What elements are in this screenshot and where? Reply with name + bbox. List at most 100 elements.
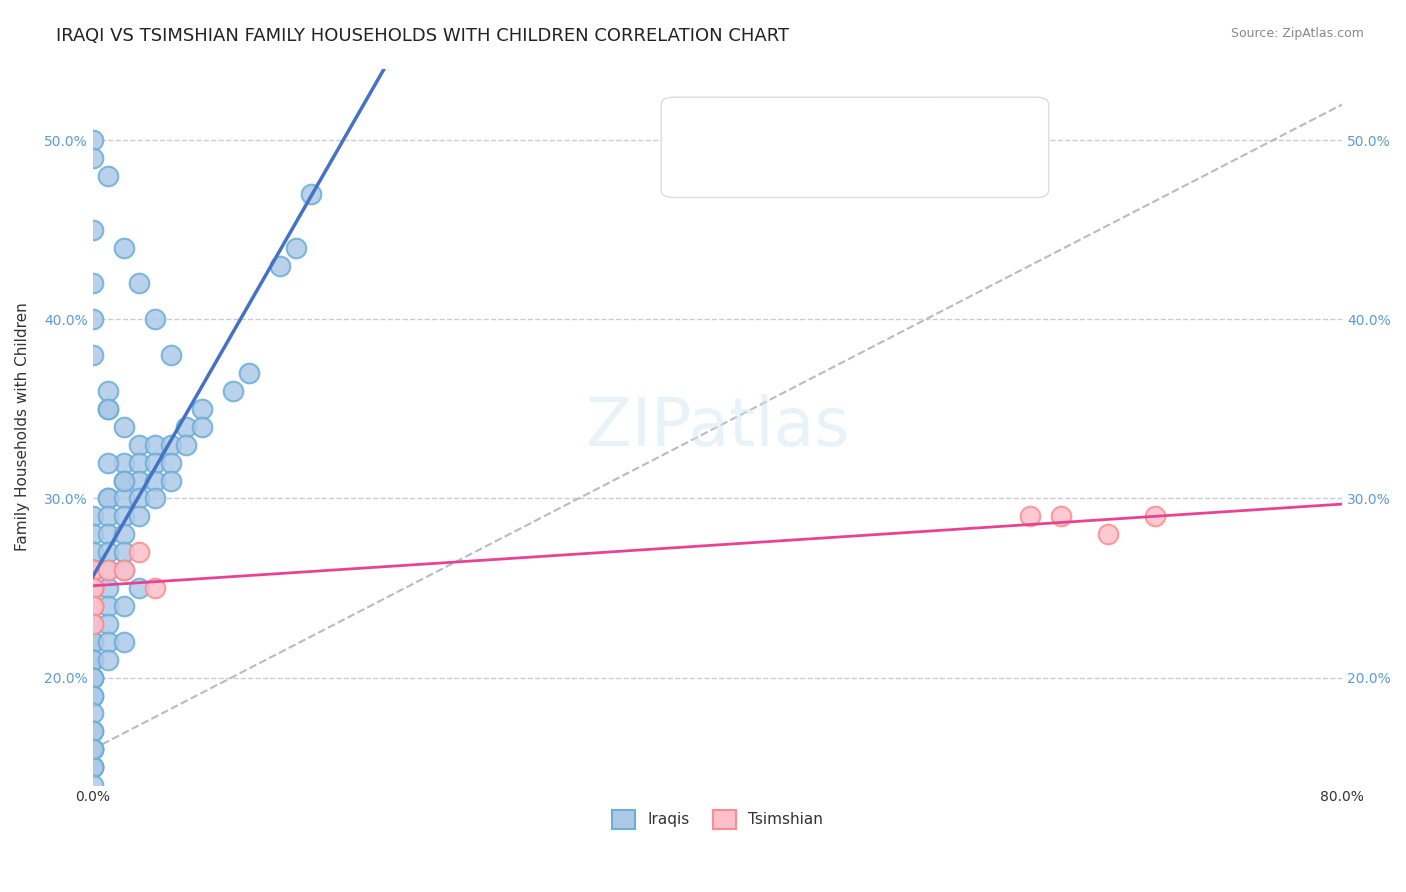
FancyBboxPatch shape (661, 97, 1049, 197)
Point (82, 742, 104, 756)
Point (82, 616, 104, 631)
Point (82, 634, 104, 648)
Point (112, 491, 135, 506)
Point (97, 509, 120, 524)
Point (82, 348, 104, 362)
Point (82, 616, 104, 631)
Point (112, 419, 135, 434)
Point (82, 616, 104, 631)
Point (1019, 509, 1042, 524)
Point (82, 599, 104, 613)
Point (82, 581, 104, 595)
Point (112, 509, 135, 524)
Point (82, 653, 104, 667)
Point (82, 616, 104, 631)
Point (82, 634, 104, 648)
Point (143, 581, 166, 595)
Text: Source: ZipAtlas.com: Source: ZipAtlas.com (1230, 27, 1364, 40)
Point (82, 133, 104, 147)
Point (143, 438, 166, 452)
Point (97, 653, 120, 667)
Point (97, 456, 120, 470)
Point (112, 474, 135, 488)
Point (97, 616, 120, 631)
Point (82, 581, 104, 595)
Point (82, 634, 104, 648)
Point (82, 671, 104, 685)
Point (191, 401, 214, 416)
Point (82, 616, 104, 631)
Point (82, 563, 104, 577)
Point (112, 456, 135, 470)
Point (82, 151, 104, 165)
Point (82, 760, 104, 774)
Point (174, 438, 197, 452)
Text: IRAQI VS TSIMSHIAN FAMILY HOUSEHOLDS WITH CHILDREN CORRELATION CHART: IRAQI VS TSIMSHIAN FAMILY HOUSEHOLDS WIT… (56, 27, 789, 45)
Point (128, 509, 150, 524)
Point (112, 599, 135, 613)
Point (128, 491, 150, 506)
Point (97, 563, 120, 577)
Point (82, 653, 104, 667)
Point (128, 438, 150, 452)
Point (159, 348, 181, 362)
Point (82, 599, 104, 613)
Point (82, 760, 104, 774)
Point (97, 581, 120, 595)
Point (82, 653, 104, 667)
Point (143, 456, 166, 470)
Point (82, 671, 104, 685)
Point (222, 384, 245, 398)
Point (82, 599, 104, 613)
Point (284, 241, 307, 255)
Point (128, 277, 150, 291)
Point (97, 384, 120, 398)
Point (82, 581, 104, 595)
Point (112, 241, 135, 255)
Point (82, 277, 104, 291)
Point (82, 563, 104, 577)
Point (143, 474, 166, 488)
Point (143, 491, 166, 506)
Point (82, 563, 104, 577)
Point (82, 671, 104, 685)
Point (97, 401, 120, 416)
Point (128, 456, 150, 470)
Point (269, 259, 291, 273)
Point (112, 474, 135, 488)
Point (82, 581, 104, 595)
Point (174, 419, 197, 434)
Point (97, 545, 120, 559)
Point (143, 312, 166, 326)
Point (82, 563, 104, 577)
Point (82, 724, 104, 739)
Text: ZIPatlas: ZIPatlas (586, 393, 849, 459)
Point (97, 401, 120, 416)
Point (159, 456, 181, 470)
Point (82, 742, 104, 756)
Point (97, 491, 120, 506)
Point (82, 312, 104, 326)
Point (238, 366, 260, 380)
Point (82, 563, 104, 577)
Point (299, 186, 322, 201)
Point (97, 527, 120, 541)
Point (128, 474, 150, 488)
Point (82, 689, 104, 703)
Point (1050, 509, 1073, 524)
Point (1097, 527, 1119, 541)
Point (82, 778, 104, 792)
Point (159, 474, 181, 488)
Point (128, 545, 150, 559)
Point (82, 599, 104, 613)
Point (82, 581, 104, 595)
Point (82, 509, 104, 524)
Point (97, 599, 120, 613)
Point (128, 581, 150, 595)
Point (82, 545, 104, 559)
Point (97, 169, 120, 183)
Point (82, 689, 104, 703)
Point (82, 742, 104, 756)
Point (82, 581, 104, 595)
Point (82, 599, 104, 613)
